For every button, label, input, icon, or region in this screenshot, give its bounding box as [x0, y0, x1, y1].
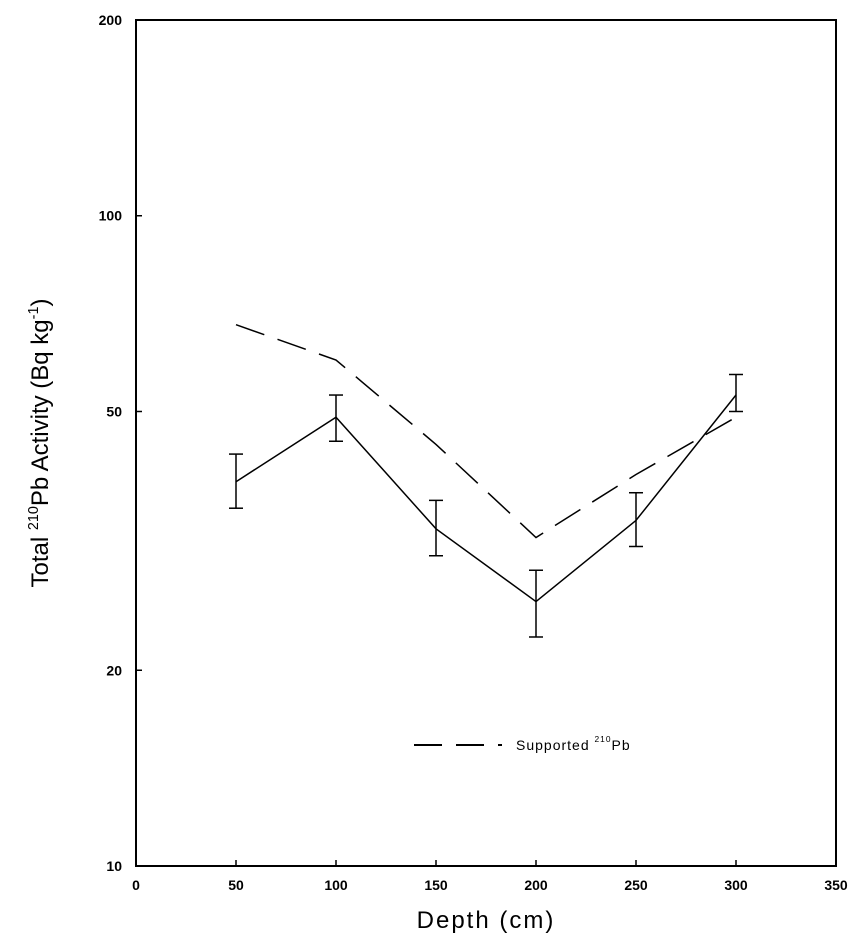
- error-bar: [729, 373, 743, 413]
- supported-pb-dashed-line: [235, 323, 737, 539]
- legend-label-pre: Supported: [516, 737, 595, 753]
- error-bar: [429, 499, 443, 557]
- y-tick-label: 50: [106, 403, 122, 419]
- x-tick-label: 50: [228, 877, 244, 893]
- x-tick-label: 200: [524, 877, 548, 893]
- y-axis-title-sup2: -1: [26, 307, 42, 320]
- y-axis-title: Total 210Pb Activity (Bq kg-1): [26, 299, 54, 588]
- plot-area: [135, 19, 837, 867]
- y-tick-label: 100: [99, 208, 123, 224]
- y-axis-ticks: 10 20 50 100 200: [99, 12, 142, 874]
- legend-label-post: Pb: [611, 737, 630, 753]
- error-bar: [229, 453, 243, 509]
- y-axis-title-sup: 210: [26, 506, 42, 530]
- y-axis-title-pre: Total: [27, 530, 54, 587]
- y-axis-title-post: ): [27, 299, 54, 307]
- x-axis-ticks: 0 50 100 150 200 250 300 350: [132, 860, 848, 893]
- total-pb-activity-line: [235, 394, 737, 603]
- x-tick-label: 150: [424, 877, 448, 893]
- legend: Supported 210Pb: [414, 734, 631, 753]
- x-tick-label: 0: [132, 877, 140, 893]
- y-axis-title-mid: Pb Activity (Bq kg: [27, 319, 54, 506]
- x-tick-label: 250: [624, 877, 648, 893]
- error-bar: [329, 394, 343, 442]
- x-tick-label: 350: [824, 877, 848, 893]
- legend-label-supported: Supported 210Pb: [516, 734, 631, 753]
- x-tick-label: 300: [724, 877, 748, 893]
- x-axis-title: Depth (cm): [417, 907, 556, 934]
- series-layer: [229, 323, 743, 638]
- legend-label-sup: 210: [595, 734, 612, 744]
- error-bar: [629, 491, 643, 548]
- error-bar: [529, 569, 543, 638]
- x-tick-label: 100: [324, 877, 348, 893]
- y-tick-label: 20: [106, 662, 122, 678]
- y-tick-label: 10: [106, 858, 122, 874]
- y-tick-label: 200: [99, 12, 123, 28]
